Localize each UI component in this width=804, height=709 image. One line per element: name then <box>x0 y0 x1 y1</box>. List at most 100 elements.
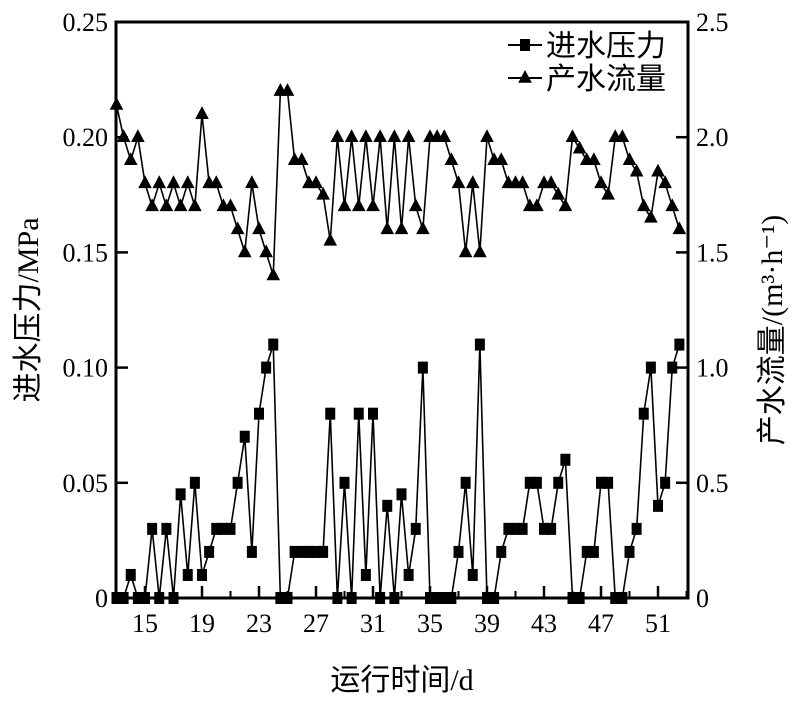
data-point-square <box>161 522 172 535</box>
data-point-triangle <box>323 232 338 246</box>
data-point-square <box>403 568 414 581</box>
data-point-square <box>125 568 136 581</box>
data-point-triangle <box>351 198 366 212</box>
data-point-triangle <box>473 244 487 258</box>
data-point-triangle <box>180 175 195 189</box>
data-point-square <box>225 522 236 535</box>
data-point-square <box>553 476 564 489</box>
data-point-square <box>389 592 400 604</box>
data-point-square <box>510 522 521 535</box>
data-point-triangle <box>209 175 224 189</box>
legend-triangle-marker <box>518 70 532 83</box>
data-point-triangle <box>437 129 452 142</box>
data-point-triangle <box>173 198 188 212</box>
data-point-square <box>588 545 599 558</box>
data-point-triangle <box>373 129 387 142</box>
data-point-triangle <box>294 152 309 166</box>
data-point-square <box>197 568 207 581</box>
data-point-triangle <box>245 175 259 189</box>
data-point-square <box>360 568 371 581</box>
data-point-triangle <box>394 221 409 235</box>
data-point-square <box>296 545 307 558</box>
data-point-square <box>567 592 578 604</box>
data-point-square <box>482 592 492 604</box>
data-point-triangle <box>280 83 295 96</box>
data-point-triangle <box>159 198 174 212</box>
data-point-triangle <box>408 198 423 212</box>
data-point-square <box>581 545 592 558</box>
data-point-square <box>318 545 329 558</box>
legend-label: 进水压力 <box>546 30 666 63</box>
y-right-tick-label: 1.0 <box>696 354 729 383</box>
data-point-square <box>531 476 542 489</box>
data-point-square <box>154 592 165 604</box>
data-point-triangle <box>316 186 330 200</box>
data-point-square <box>211 522 222 535</box>
x-tick-label: 35 <box>417 609 443 638</box>
data-point-square <box>368 407 378 420</box>
data-point-square <box>246 545 257 558</box>
data-point-square <box>303 545 314 558</box>
data-point-triangle <box>594 175 608 189</box>
data-point-triangle <box>337 198 352 212</box>
x-tick-label: 27 <box>303 609 329 638</box>
data-point-triangle <box>558 198 573 212</box>
data-point-triangle <box>451 175 466 189</box>
y-axis-label-left: 进水压力/MPa <box>12 217 45 402</box>
x-tick-label: 43 <box>531 609 557 638</box>
data-point-square <box>140 592 150 604</box>
data-point-square <box>496 545 507 558</box>
data-point-square <box>232 476 243 489</box>
y-left-tick-label: 0.25 <box>63 8 109 37</box>
data-point-square <box>439 592 450 604</box>
data-point-square <box>382 499 393 512</box>
legend-square-marker <box>520 39 530 51</box>
data-point-square <box>261 361 272 374</box>
data-point-triangle <box>458 244 473 258</box>
data-point-square <box>425 592 435 604</box>
data-point-triangle <box>237 244 252 258</box>
data-point-square <box>638 407 649 420</box>
data-point-triangle <box>195 106 209 119</box>
y-axis-label-right: 产水流量/(m³·h⁻¹) <box>756 215 789 445</box>
data-point-triangle <box>615 129 630 142</box>
data-point-square <box>375 592 386 604</box>
x-tick-label: 15 <box>132 609 158 638</box>
data-point-triangle <box>309 175 323 189</box>
data-point-square <box>645 361 656 374</box>
data-point-square <box>175 488 186 501</box>
y-left-tick-label: 0.20 <box>63 123 109 152</box>
data-point-square <box>667 361 678 374</box>
data-point-square <box>624 545 635 558</box>
series-line-1 <box>116 344 681 599</box>
data-point-triangle <box>587 152 601 166</box>
data-point-triangle <box>359 129 373 142</box>
legend-label: 产水流量 <box>546 63 666 96</box>
data-point-triangle <box>416 221 430 235</box>
data-point-square <box>653 499 663 512</box>
data-point-square <box>560 453 571 466</box>
data-point-square <box>339 476 350 489</box>
data-point-triangle <box>401 129 416 142</box>
data-point-triangle <box>572 140 587 154</box>
data-point-square <box>603 476 614 489</box>
data-point-square <box>503 522 514 535</box>
data-point-square <box>353 407 364 420</box>
data-point-square <box>132 592 143 604</box>
x-tick-label: 31 <box>360 609 386 638</box>
data-point-square <box>467 568 478 581</box>
data-point-square <box>660 476 671 489</box>
data-point-square <box>289 545 300 558</box>
x-tick-label: 23 <box>246 609 272 638</box>
data-point-square <box>432 592 443 604</box>
data-point-triangle <box>622 152 637 166</box>
data-point-square <box>189 476 200 489</box>
data-point-square <box>239 430 250 443</box>
data-point-square <box>546 522 557 535</box>
data-point-square <box>346 592 357 604</box>
data-point-square <box>118 592 129 604</box>
y-right-tick-label: 1.5 <box>696 238 729 267</box>
data-point-triangle <box>665 198 680 212</box>
